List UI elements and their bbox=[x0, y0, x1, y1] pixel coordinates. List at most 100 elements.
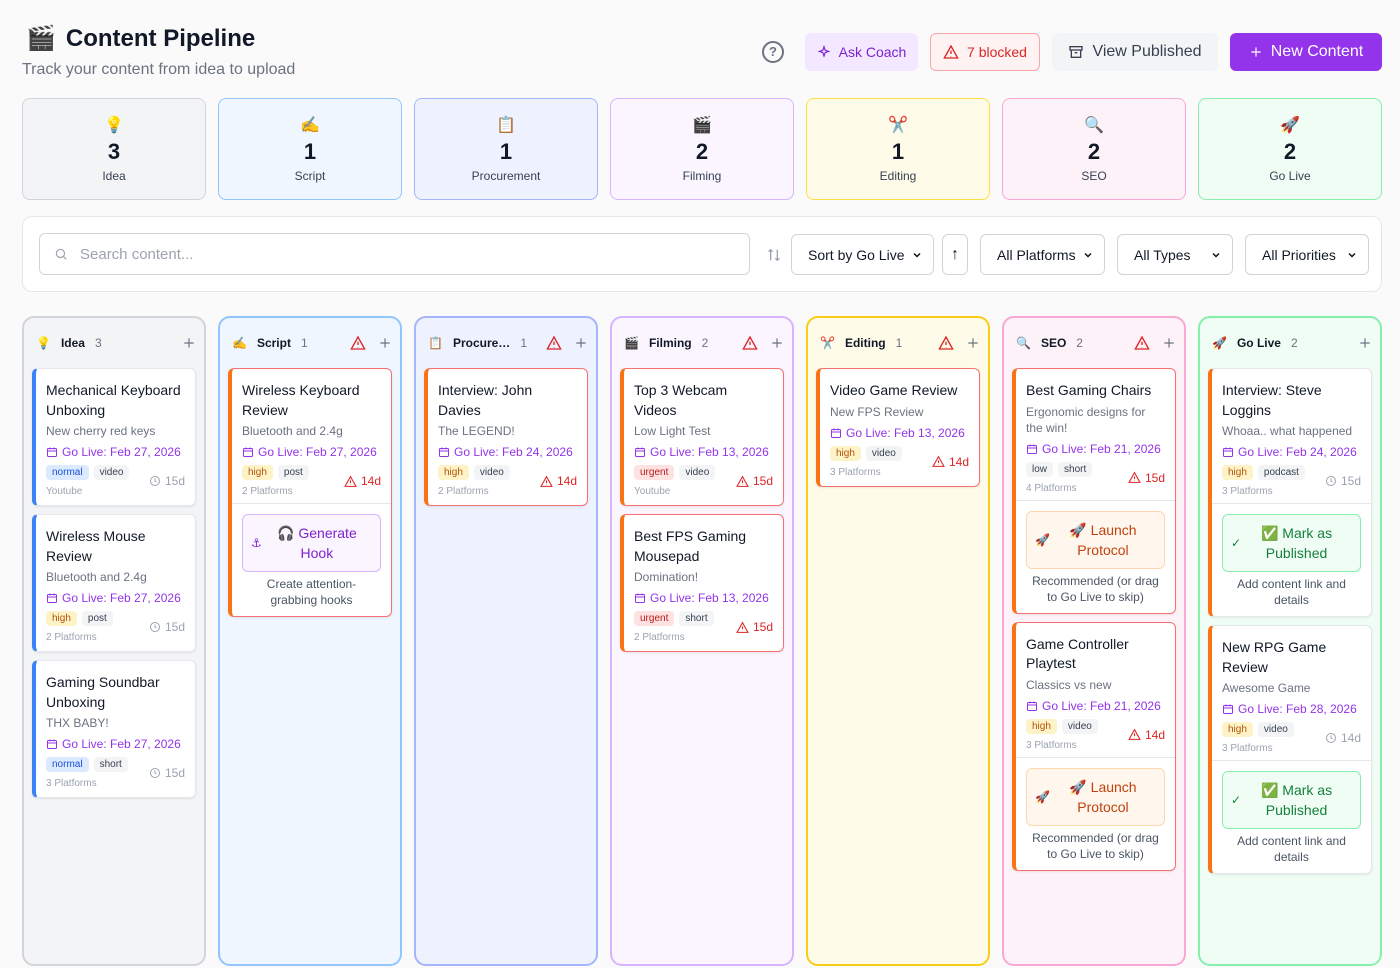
card-meta: high video 3 Platforms bbox=[830, 445, 902, 478]
content-card[interactable]: Interview: John Davies The LEGEND! Go Live… bbox=[424, 368, 588, 506]
calendar-icon bbox=[46, 592, 58, 604]
go-live-text: Go Live: Feb 24, 2026 bbox=[454, 445, 573, 459]
card-title: Interview: Steve Loggins bbox=[1222, 382, 1322, 418]
card-footer: high post 2 Platforms 15d bbox=[46, 611, 185, 643]
stat-card[interactable]: 📋 1 Procurement bbox=[414, 98, 598, 200]
column-header: 💡 Idea 3 bbox=[32, 318, 196, 368]
tag: short bbox=[93, 757, 128, 772]
column-count: 1 bbox=[520, 336, 527, 350]
action-button[interactable]: 🚀 🚀 Launch Protocol bbox=[1026, 767, 1165, 826]
kanban-column: ✍️ Script 1 Wireless Keyboard Review Bluetoo… bbox=[218, 316, 402, 966]
content-card[interactable]: Top 3 Webcam Videos Low Light Test Go Live… bbox=[620, 368, 784, 506]
content-card[interactable]: Game Controller Playtest Classics vs new G… bbox=[1012, 621, 1176, 871]
chevron-icon bbox=[911, 249, 923, 261]
chevron-icon bbox=[1210, 249, 1222, 261]
days-icon bbox=[149, 767, 161, 779]
card-meta: urgent video Youtube bbox=[634, 465, 716, 497]
help-button[interactable]: ? bbox=[762, 41, 784, 63]
sort-select[interactable]: Sort by Go Live bbox=[791, 234, 934, 275]
content-card[interactable]: Best FPS Gaming Mousepad Domination! Go Li… bbox=[620, 514, 784, 652]
tag: low bbox=[1026, 461, 1054, 477]
ask-coach-button[interactable]: Ask Coach bbox=[805, 33, 918, 71]
warning-icon bbox=[742, 335, 758, 351]
card-meta: high video 3 Platforms bbox=[1222, 722, 1294, 754]
tag: normal bbox=[46, 465, 89, 480]
card-meta: normal short 3 Platforms bbox=[46, 757, 128, 789]
stat-count: 1 bbox=[891, 139, 905, 164]
card-footer: high podcast 3 Platforms 15d bbox=[1222, 465, 1361, 497]
priority-filter[interactable]: All Priorities bbox=[1245, 234, 1369, 275]
stat-card[interactable]: 🎬 2 Filming bbox=[610, 98, 794, 200]
card-subtitle: Low Light Test bbox=[634, 424, 711, 438]
action-note: Add content link and details bbox=[1237, 577, 1346, 607]
card-title: Best FPS Gaming Mousepad bbox=[634, 528, 747, 564]
stat-card[interactable]: 🔍 2 SEO bbox=[1002, 98, 1186, 200]
new-content-button[interactable]: New Content bbox=[1230, 33, 1382, 71]
calendar-icon bbox=[1026, 443, 1038, 455]
days-left: 15d bbox=[736, 620, 773, 634]
card-title: Best Gaming Chairs bbox=[1026, 382, 1152, 398]
days-left: 15d bbox=[736, 474, 773, 488]
add-button[interactable] bbox=[1358, 336, 1372, 350]
card-subtitle: New FPS Review bbox=[830, 404, 924, 419]
stat-count: 2 bbox=[1087, 139, 1101, 164]
add-button[interactable] bbox=[1162, 336, 1176, 350]
content-card[interactable]: Best Gaming Chairs Ergonomic designs for … bbox=[1012, 368, 1176, 614]
stat-card[interactable]: ✍️ 1 Script bbox=[218, 98, 402, 200]
content-card[interactable]: Wireless Keyboard Review Bluetooth and 2.… bbox=[228, 368, 392, 617]
action-label: ✅ Mark as Published bbox=[1260, 782, 1333, 818]
add-button[interactable] bbox=[182, 336, 196, 350]
stat-icon: ✍️ bbox=[300, 117, 320, 134]
days-left: 14d bbox=[1128, 728, 1165, 742]
go-live-date: Go Live: Feb 27, 2026 bbox=[46, 445, 185, 459]
action-button[interactable]: 🚀 🚀 Launch Protocol bbox=[1026, 510, 1165, 569]
platform-filter[interactable]: All Platforms bbox=[980, 234, 1105, 275]
content-card[interactable]: New RPG Game Review Awesome Game Go Live: … bbox=[1208, 625, 1372, 874]
sort-direction-button[interactable]: ↑ bbox=[942, 234, 968, 275]
stat-label: Script bbox=[294, 169, 326, 183]
action-button[interactable]: ✓ ✅ Mark as Published bbox=[1222, 514, 1361, 572]
column-header: ✂️ Editing 1 bbox=[816, 318, 980, 368]
add-button[interactable] bbox=[966, 336, 980, 350]
content-card[interactable]: Interview: Steve Loggins Whoaa.. what hap… bbox=[1208, 368, 1372, 617]
blocked-button[interactable]: 7 blocked bbox=[930, 33, 1040, 71]
tag: high bbox=[46, 611, 77, 626]
add-button[interactable] bbox=[770, 336, 784, 350]
stat-card[interactable]: ✂️ 1 Editing bbox=[806, 98, 990, 200]
days-icon bbox=[1128, 728, 1141, 741]
days-left: 14d bbox=[1325, 731, 1361, 745]
card-meta: normal video Youtube bbox=[46, 465, 130, 497]
content-card[interactable]: Wireless Mouse Review Bluetooth and 2.4g G… bbox=[32, 514, 196, 652]
action-note: Recommended (or drag to Go Live to skip) bbox=[1032, 573, 1159, 604]
add-button[interactable] bbox=[574, 336, 588, 350]
content-card[interactable]: Gaming Soundbar Unboxing THX BABY! Go Live… bbox=[32, 660, 196, 798]
stat-card[interactable]: 💡 3 Idea bbox=[22, 98, 206, 200]
column-count: 2 bbox=[1076, 336, 1083, 350]
platforms: 3 Platforms bbox=[1222, 486, 1273, 497]
card-meta: urgent short 2 Platforms bbox=[634, 611, 714, 643]
calendar-icon bbox=[242, 446, 254, 458]
action-label: 🚀 Launch Protocol bbox=[1069, 521, 1137, 558]
calendar-icon bbox=[1222, 703, 1234, 715]
days-icon bbox=[932, 455, 945, 468]
kanban-column: ✂️ Editing 1 Video Game Review New FPS Revie… bbox=[806, 316, 990, 966]
content-card[interactable]: Video Game Review New FPS Review Go Live: … bbox=[816, 368, 980, 487]
go-live-text: Go Live: Feb 13, 2026 bbox=[650, 445, 769, 459]
view-published-button[interactable]: View Published bbox=[1052, 33, 1218, 71]
tag: high bbox=[1222, 722, 1253, 737]
days-text: 14d bbox=[1144, 727, 1165, 742]
column-count: 2 bbox=[701, 336, 709, 350]
action-button[interactable]: ⚓ 🎧 Generate Hook bbox=[242, 514, 381, 572]
card-title: Interview: John Davies bbox=[438, 382, 533, 418]
action-icon: ✓ bbox=[1231, 536, 1242, 550]
search-input[interactable]: Search content... bbox=[39, 233, 750, 275]
tags: normal video bbox=[46, 465, 130, 480]
stat-card[interactable]: 🚀 2 Go Live bbox=[1198, 98, 1382, 200]
days-text: 14d bbox=[556, 474, 577, 488]
action-button[interactable]: ✓ ✅ Mark as Published bbox=[1222, 771, 1361, 829]
add-button[interactable] bbox=[378, 336, 392, 350]
days-left: 15d bbox=[149, 766, 185, 780]
subtitle: Track your content from idea to upload bbox=[22, 61, 296, 78]
content-card[interactable]: Mechanical Keyboard Unboxing New cherry r… bbox=[32, 368, 196, 506]
type-filter[interactable]: All Types bbox=[1117, 234, 1233, 275]
